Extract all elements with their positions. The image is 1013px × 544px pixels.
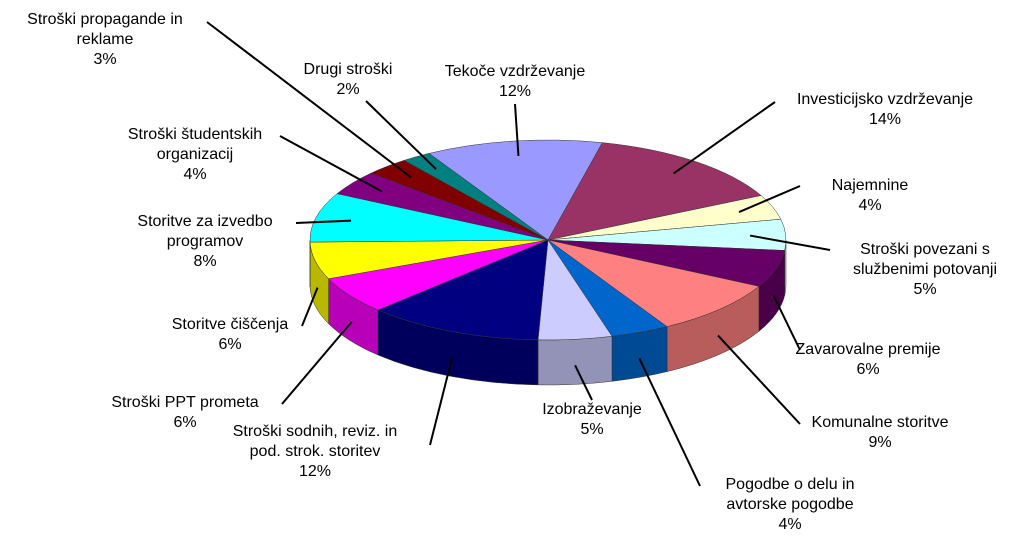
- value-label: 4%: [183, 166, 207, 183]
- leader-line: [673, 101, 776, 175]
- category-label: Stroški študentskih organizacij: [127, 126, 263, 163]
- leader-line: [514, 103, 520, 156]
- value-label: 5%: [913, 281, 937, 298]
- slice: [309, 193, 549, 243]
- value-label: 5%: [580, 421, 604, 438]
- leader-line: [717, 334, 801, 425]
- leader-line: [295, 219, 352, 224]
- category-label: Storitve čiščenja: [171, 316, 289, 333]
- slice-label: Stroški študentskih organizacij 4%: [100, 125, 290, 185]
- value-label: 2%: [336, 81, 360, 98]
- category-label: Stroški sodnih, reviz. in pod. strok. st…: [232, 423, 398, 460]
- category-label: Storitve za izvedbo programov: [137, 213, 273, 250]
- slice-label: Investicijsko vzdrževanje 14%: [770, 90, 1000, 130]
- slice-label: Stroški PPT prometa 6%: [95, 393, 275, 433]
- slice-label: Izobraževanje 5%: [522, 400, 662, 440]
- leader-line: [772, 295, 801, 351]
- slice-label: Drugi stroški 2%: [288, 60, 408, 100]
- slice: [547, 142, 762, 241]
- leader-line: [638, 357, 701, 487]
- leader-line: [301, 287, 319, 327]
- slice: [403, 153, 549, 241]
- slice-side: [537, 336, 613, 386]
- leader-line: [281, 321, 353, 405]
- category-label: Drugi stroški: [303, 61, 393, 78]
- category-label: Stroški PPT prometa: [111, 394, 259, 411]
- slice-label: Zavarovalne premije 6%: [758, 340, 978, 380]
- value-label: 12%: [298, 463, 332, 480]
- value-label: 14%: [868, 111, 902, 128]
- slice-label: Storitve čiščenja 6%: [140, 315, 320, 355]
- slice: [547, 239, 760, 327]
- category-label: Stroški propagande in reklame: [27, 11, 183, 48]
- leader-line: [279, 135, 383, 193]
- slice: [428, 139, 603, 241]
- value-label: 4%: [778, 516, 802, 533]
- slice-label: Komunalne storitve 9%: [790, 413, 970, 453]
- value-label: 6%: [218, 336, 242, 353]
- category-label: Stroški povezani s službenimi potovanji: [852, 241, 998, 278]
- slice-label: Najemnine 4%: [810, 176, 930, 216]
- slice-label: Storitve za izvedbo programov 8%: [110, 212, 300, 272]
- leader-line: [574, 364, 593, 401]
- category-label: Najemnine: [831, 177, 909, 194]
- leader-line: [365, 100, 437, 170]
- slice-label: Stroški povezani s službenimi potovanji 5…: [835, 240, 1013, 300]
- value-label: 6%: [856, 361, 880, 378]
- value-label: 9%: [868, 434, 892, 451]
- value-label: 3%: [93, 51, 117, 68]
- category-label: Komunalne storitve: [811, 414, 949, 431]
- slice-label: Stroški propagande in reklame 3%: [5, 10, 205, 70]
- category-label: Tekoče vzdrževanje: [444, 63, 586, 80]
- slice-label: Tekoče vzdrževanje 12%: [415, 62, 615, 102]
- slice-label: Pogodbe o delu in avtorske pogodbe 4%: [705, 475, 875, 535]
- slice-label: Stroški sodnih, reviz. in pod. strok. st…: [226, 422, 404, 482]
- leader-line: [749, 234, 831, 251]
- value-label: 12%: [498, 83, 532, 100]
- value-label: 4%: [858, 197, 882, 214]
- slice: [377, 239, 549, 341]
- leader-line: [206, 21, 412, 179]
- leader-line: [429, 357, 454, 446]
- leader-line: [738, 185, 801, 213]
- category-label: Investicijsko vzdrževanje: [796, 91, 974, 108]
- value-label: 8%: [193, 253, 217, 270]
- category-label: Pogodbe o delu in avtorske pogodbe: [725, 476, 855, 513]
- value-label: 6%: [173, 414, 197, 431]
- category-label: Zavarovalne premije: [795, 341, 941, 358]
- category-label: Izobraževanje: [542, 401, 642, 418]
